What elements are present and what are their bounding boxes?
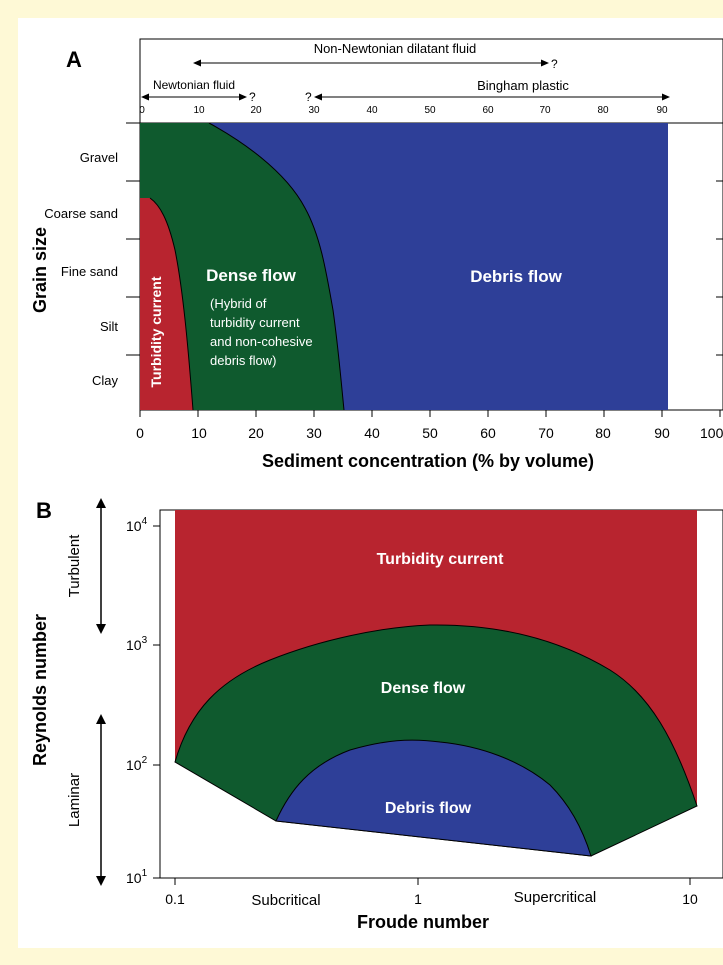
panel-a-letter: A xyxy=(66,47,82,72)
panel-b-debris-region xyxy=(275,739,592,857)
panel-b-x-ticks: 0.1 1 10 xyxy=(165,891,698,907)
panel-b-x-axis-label: Froude number xyxy=(357,912,489,932)
supercritical-label: Supercritical xyxy=(514,889,597,906)
panel-b-y-axis-label: Reynolds number xyxy=(30,614,50,766)
dense-note-line-1: (Hybrid of xyxy=(210,296,267,311)
top-tick-40: 40 xyxy=(366,105,378,116)
y-cat-coarse-sand: Coarse sand xyxy=(44,206,118,221)
y-tick-1e2: 102 xyxy=(126,755,148,773)
panel-b-x-tick-marks xyxy=(174,878,691,885)
turbulent-arrow-down-head xyxy=(96,624,106,634)
x-tick-20: 20 xyxy=(248,425,264,441)
dense-note-line-2: turbidity current xyxy=(210,315,300,330)
turbulent-arrow-up-head xyxy=(96,498,106,508)
x-tick-30: 30 xyxy=(306,425,322,441)
y-cat-silt: Silt xyxy=(100,319,118,334)
bingham-label: Bingham plastic xyxy=(477,78,569,93)
laminar-label: Laminar xyxy=(66,773,83,827)
panel-a-x-tick-marks xyxy=(139,410,721,417)
x-tick-10: 10 xyxy=(191,425,207,441)
panel-b-turbidity-label: Turbidity current xyxy=(377,551,504,568)
dilatant-label: Non-Newtonian dilatant fluid xyxy=(314,41,477,56)
top-tick-10: 10 xyxy=(193,105,205,116)
panel-a-dense-debris-boundary xyxy=(208,122,345,411)
panel-b-dense-label: Dense flow xyxy=(381,680,466,697)
x-tick-50: 50 xyxy=(422,425,438,441)
x-tick-0-1: 0.1 xyxy=(165,891,185,907)
x-tick-90: 90 xyxy=(654,425,670,441)
x-tick-40: 40 xyxy=(364,425,380,441)
dense-note-line-3: and non-cohesive xyxy=(210,334,313,349)
panel-b-y-ticks: 104 103 102 101 xyxy=(126,516,148,886)
x-tick-60: 60 xyxy=(480,425,496,441)
panel-a-dense-note: (Hybrid of turbidity current and non-coh… xyxy=(210,296,313,368)
panel-a-y-ticks xyxy=(126,122,723,356)
bingham-arrow-left-head xyxy=(314,93,322,101)
top-tick-60: 60 xyxy=(482,105,494,116)
newtonian-arrow-left-head xyxy=(141,93,149,101)
panel-a-dense-label: Dense flow xyxy=(206,266,297,285)
bingham-question: ? xyxy=(305,90,312,104)
panel-a-turbidity-dense-boundary xyxy=(149,197,194,411)
turbulent-label: Turbulent xyxy=(66,534,83,598)
panel-a-turbidity-label: Turbidity current xyxy=(148,276,164,387)
panel-a-x-axis-label: Sediment concentration (% by volume) xyxy=(262,451,594,471)
dilatant-arrow-right-head xyxy=(541,59,549,67)
x-tick-0: 0 xyxy=(136,425,144,441)
y-tick-1e3: 103 xyxy=(126,635,148,653)
panel-a-turbidity-region xyxy=(140,198,193,410)
top-tick-70: 70 xyxy=(539,105,551,116)
panel-a-y-categories: Gravel Coarse sand Fine sand Silt Clay xyxy=(44,150,118,388)
panel-b-debris-label: Debris flow xyxy=(385,800,472,817)
top-tick-30: 30 xyxy=(308,105,320,116)
laminar-arrow-up-head xyxy=(96,714,106,724)
top-tick-80: 80 xyxy=(597,105,609,116)
dense-note-line-4: debris flow) xyxy=(210,353,276,368)
x-tick-1: 1 xyxy=(414,891,422,907)
newtonian-question: ? xyxy=(249,90,256,104)
subcritical-label: Subcritical xyxy=(251,892,320,909)
top-tick-20: 20 xyxy=(250,105,262,116)
panel-a-debris-label: Debris flow xyxy=(470,267,562,286)
y-tick-1e1: 101 xyxy=(126,868,148,886)
panel-b-y-tick-marks xyxy=(153,525,160,879)
panel-a-dense-region xyxy=(140,123,344,410)
bingham-arrow-right-head xyxy=(662,93,670,101)
top-tick-0: 0 xyxy=(139,105,145,116)
x-tick-10: 10 xyxy=(682,891,698,907)
laminar-arrow-down-head xyxy=(96,876,106,886)
y-tick-1e4: 104 xyxy=(126,516,148,534)
top-scale-ticks: 0 10 20 30 40 50 60 70 80 90 xyxy=(139,105,668,116)
x-tick-100: 100 xyxy=(700,425,723,441)
newtonian-arrow-right-head xyxy=(239,93,247,101)
top-tick-90: 90 xyxy=(656,105,668,116)
newtonian-label: Newtonian fluid xyxy=(153,78,235,92)
y-cat-fine-sand: Fine sand xyxy=(61,264,118,279)
y-cat-gravel: Gravel xyxy=(80,150,118,165)
top-tick-50: 50 xyxy=(424,105,436,116)
x-tick-80: 80 xyxy=(595,425,611,441)
panel-b-letter: B xyxy=(36,498,52,523)
dilatant-arrow-left-head xyxy=(193,59,201,67)
x-tick-70: 70 xyxy=(538,425,554,441)
y-cat-clay: Clay xyxy=(92,373,119,388)
dilatant-question: ? xyxy=(551,57,558,71)
panel-a-x-ticks: 0 10 20 30 40 50 60 70 80 90 100 xyxy=(136,425,723,441)
panel-a-y-axis-label: Grain size xyxy=(30,227,50,313)
